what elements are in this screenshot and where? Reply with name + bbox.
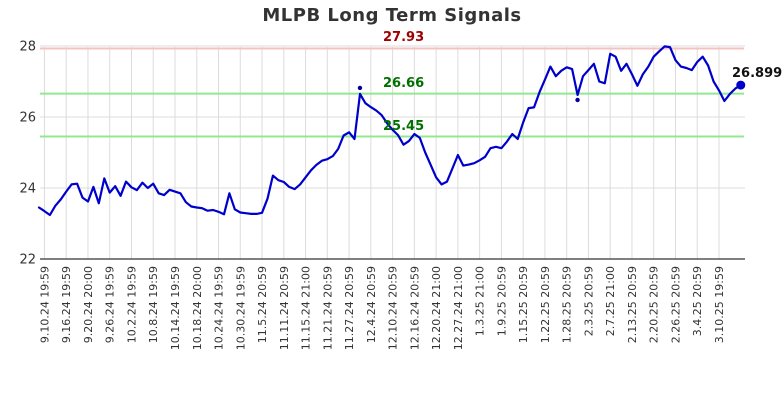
x-tick-label: 12.16.24 20:59 [408,266,421,350]
x-tick-label: 2.3.25 20:59 [582,266,595,336]
x-tick-label: 10.30.24 19:59 [234,266,247,350]
x-tick-label: 10.14.24 19:59 [169,266,182,350]
x-tick-label: 11.21.24 20:59 [321,266,334,350]
y-tick-label: 28 [19,40,36,55]
last-price-label: 26.899 [732,66,783,81]
x-tick-label: 11.11.24 20:59 [278,266,291,350]
x-tick-label: 10.2.24 19:59 [125,266,138,343]
x-tick-label: 1.9.25 20:59 [495,266,508,336]
upper-support-price-label: 26.66 [383,76,425,91]
x-tick-label: 11.5.24 20:59 [256,266,269,343]
y-tick-label: 24 [19,182,36,197]
signal-marker-dot [357,85,363,91]
x-tick-label: 2.20.25 20:59 [648,266,661,343]
lower-support-price-label: 25.45 [383,119,425,134]
chart-title: MLPB Long Term Signals [262,5,522,26]
x-tick-label: 2.7.25 21:00 [604,266,617,336]
x-tick-label: 1.3.25 21:00 [474,266,487,336]
x-tick-label: 9.26.24 19:59 [104,266,117,343]
x-tick-label: 11.27.24 20:59 [343,266,356,350]
y-tick-label: 26 [19,111,36,126]
x-tick-label: 3.4.25 20:59 [691,266,704,336]
x-tick-label: 9.10.24 19:59 [38,266,51,343]
x-tick-label: 9.20.24 20:00 [82,266,95,343]
x-tick-label: 2.26.25 20:59 [669,266,682,343]
resistance-price-label: 27.93 [383,30,425,45]
x-tick-label: 1.15.25 20:59 [517,266,530,343]
last-price-dot [736,80,746,90]
y-tick-label: 22 [19,253,36,268]
signal-marker-dot [575,97,580,103]
x-tick-label: 10.24.24 19:59 [213,266,226,350]
x-tick-label: 2.13.25 20:59 [626,266,639,343]
x-tick-label: 10.8.24 19:59 [147,266,160,343]
x-tick-label: 12.27.24 21:00 [452,266,465,350]
x-tick-label: 1.28.25 20:59 [561,266,574,343]
x-tick-label: 11.15.24 21:00 [300,266,313,350]
x-tick-label: 12.4.24 20:59 [365,266,378,343]
x-tick-label: 10.18.24 20:00 [191,266,204,350]
price-line-series [37,45,742,217]
x-tick-label: 1.22.25 20:59 [539,266,552,343]
x-tick-label: 12.20.24 21:00 [430,266,443,350]
x-tick-label: 3.10.25 19:59 [713,266,726,343]
x-tick-label: 9.16.24 19:59 [60,266,73,343]
x-tick-label: 12.10.24 20:59 [387,266,400,350]
